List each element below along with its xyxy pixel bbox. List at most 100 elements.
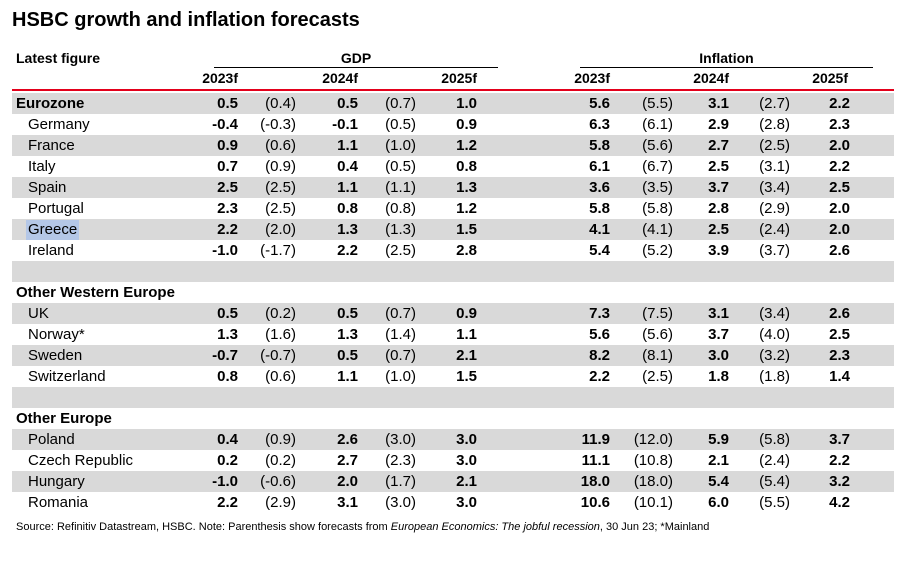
- table-row-germany: Germany -0.4 (-0.3) -0.1 (0.5) 0.9 6.3 (6.1) 2.9…: [12, 114, 894, 135]
- value-cell: (6.1): [642, 116, 673, 133]
- gdp-year-2024: 2024f: [322, 70, 358, 86]
- value-cell: 3.0: [456, 452, 477, 469]
- value-cell: (2.5): [265, 179, 296, 196]
- country-label[interactable]: Norway*: [28, 326, 85, 343]
- value-cell: 5.8: [589, 137, 610, 154]
- region-label[interactable]: Eurozone: [16, 95, 85, 112]
- value-cell: 2.5: [708, 221, 729, 238]
- value-cell: 11.1: [581, 452, 610, 469]
- value-cell: 2.2: [337, 242, 358, 259]
- value-cell: 0.8: [337, 200, 358, 217]
- country-label[interactable]: Czech Republic: [28, 452, 134, 469]
- value-cell: 1.8: [708, 368, 729, 385]
- value-cell: (2.4): [759, 452, 790, 469]
- country-label[interactable]: Spain: [28, 179, 67, 196]
- country-label[interactable]: Ireland: [28, 242, 74, 259]
- value-cell: (2.5): [385, 242, 416, 259]
- value-cell: (0.7): [385, 95, 416, 112]
- value-cell: (5.4): [759, 473, 790, 490]
- value-cell: 2.2: [829, 452, 850, 469]
- region-label[interactable]: Other Europe: [16, 410, 112, 427]
- value-cell: -0.1: [332, 116, 358, 133]
- value-cell: 3.7: [708, 179, 729, 196]
- inflation-year-2023: 2023f: [574, 70, 610, 86]
- header-divider: [12, 89, 894, 91]
- value-cell: (5.5): [642, 95, 673, 112]
- country-label[interactable]: Switzerland: [28, 368, 106, 385]
- value-cell: 0.5: [217, 305, 238, 322]
- value-cell: 2.7: [337, 452, 358, 469]
- region-label[interactable]: Other Western Europe: [16, 284, 175, 301]
- value-cell: (2.8): [759, 116, 790, 133]
- value-cell: 4.1: [589, 221, 610, 238]
- value-cell: 2.0: [829, 137, 850, 154]
- country-label[interactable]: France: [28, 137, 75, 154]
- country-label[interactable]: UK: [28, 305, 49, 322]
- country-label[interactable]: Sweden: [28, 347, 83, 364]
- value-cell: 2.5: [708, 158, 729, 175]
- value-cell: (2.9): [265, 494, 296, 511]
- value-cell: 4.2: [829, 494, 850, 511]
- value-cell: (2.3): [385, 452, 416, 469]
- value-cell: (0.7): [385, 305, 416, 322]
- table-row-uk: UK 0.5 (0.2) 0.5 (0.7) 0.9 7.3 (7.5) 3.1 (3.4) 2.6: [12, 303, 894, 324]
- value-cell: (2.7): [759, 95, 790, 112]
- value-cell: (0.9): [265, 158, 296, 175]
- value-cell: 1.5: [456, 221, 477, 238]
- value-cell: 2.3: [829, 116, 850, 133]
- country-label[interactable]: Greece: [26, 220, 80, 240]
- value-cell: 2.2: [217, 221, 238, 238]
- value-cell: (2.5): [642, 368, 673, 385]
- value-cell: (4.1): [642, 221, 673, 238]
- value-cell: (-1.7): [260, 242, 296, 259]
- value-cell: 0.5: [337, 305, 358, 322]
- value-cell: 2.9: [708, 116, 729, 133]
- value-cell: (5.2): [642, 242, 673, 259]
- value-cell: (5.8): [759, 431, 790, 448]
- value-cell: (18.0): [633, 473, 673, 490]
- value-cell: (2.9): [759, 200, 790, 217]
- value-cell: (5.5): [759, 494, 790, 511]
- table-row-other-western-europe: Other Western Europe: [12, 282, 894, 303]
- value-cell: (3.7): [759, 242, 790, 259]
- value-cell: 3.2: [829, 473, 850, 490]
- value-cell: 0.9: [456, 116, 477, 133]
- value-cell: (12.0): [633, 431, 673, 448]
- value-cell: 0.5: [337, 347, 358, 364]
- country-label[interactable]: Poland: [28, 431, 75, 448]
- value-cell: 3.1: [708, 305, 729, 322]
- inflation-label: Inflation: [697, 50, 756, 66]
- value-cell: 0.5: [217, 95, 238, 112]
- value-cell: (1.1): [385, 179, 416, 196]
- value-cell: (2.0): [265, 221, 296, 238]
- value-cell: 6.0: [708, 494, 729, 511]
- value-cell: 3.9: [708, 242, 729, 259]
- value-cell: (1.7): [385, 473, 416, 490]
- value-cell: 6.3: [589, 116, 610, 133]
- value-cell: (1.4): [385, 326, 416, 343]
- value-cell: 0.9: [217, 137, 238, 154]
- value-cell: 7.3: [589, 305, 610, 322]
- value-cell: 0.4: [217, 431, 238, 448]
- value-cell: (3.4): [759, 179, 790, 196]
- value-cell: 2.3: [829, 347, 850, 364]
- country-label[interactable]: Italy: [28, 158, 56, 175]
- value-cell: -0.4: [212, 116, 238, 133]
- value-cell: 1.2: [456, 137, 477, 154]
- value-cell: 3.6: [589, 179, 610, 196]
- value-cell: (8.1): [642, 347, 673, 364]
- table-row-sweden: Sweden -0.7 (-0.7) 0.5 (0.7) 2.1 8.2 (8.1) 3.0 (3…: [12, 345, 894, 366]
- value-cell: (3.4): [759, 305, 790, 322]
- country-label[interactable]: Romania: [28, 494, 89, 511]
- value-cell: (2.5): [265, 200, 296, 217]
- country-label[interactable]: Portugal: [28, 200, 84, 217]
- value-cell: 2.0: [829, 200, 850, 217]
- country-label[interactable]: Germany: [28, 116, 90, 133]
- table-row-hungary: Hungary -1.0 (-0.6) 2.0 (1.7) 2.1 18.0 (18.0) 5.…: [12, 471, 894, 492]
- value-cell: 1.4: [829, 368, 850, 385]
- value-cell: (3.1): [759, 158, 790, 175]
- country-label[interactable]: Hungary: [28, 473, 85, 490]
- value-cell: 3.1: [337, 494, 358, 511]
- source-note: Source: Refinitiv Datastream, HSBC. Note…: [16, 521, 709, 533]
- value-cell: 2.6: [337, 431, 358, 448]
